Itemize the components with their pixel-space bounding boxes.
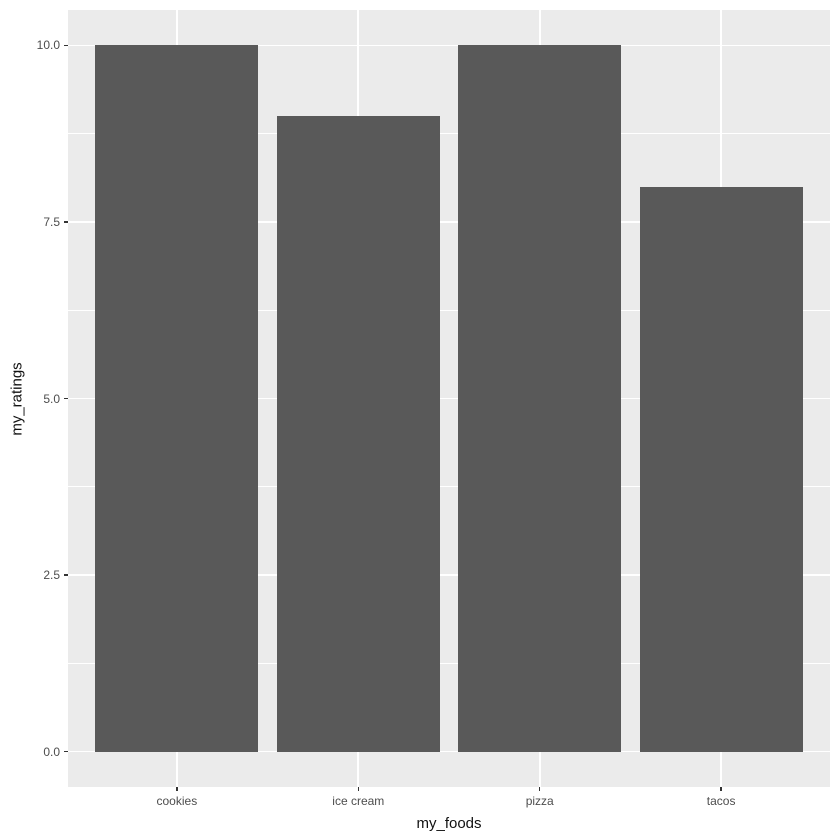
bar-ice-cream: [276, 115, 440, 752]
bar-cookies: [95, 45, 259, 752]
minor-gridline-y-3.75: [68, 486, 830, 488]
major-gridline-y-0: [68, 750, 830, 753]
y-tick-label-7.5: 7.5: [43, 214, 60, 229]
minor-gridline-y-1.25: [68, 662, 830, 664]
major-gridline-y-2.5: [68, 574, 830, 576]
y-tick-label-0: 0.0: [43, 744, 60, 759]
major-gridline-y-7.5: [68, 221, 830, 223]
y-tick-mark-0: [64, 750, 68, 753]
y-tick-mark-10: [64, 44, 68, 47]
major-gridline-y-10: [68, 44, 830, 47]
y-tick-mark-5: [64, 397, 68, 400]
x-tick-label-pizza: pizza: [525, 794, 554, 808]
x-tick-label-ice-cream: ice cream: [332, 794, 385, 808]
major-gridline-y-5: [68, 397, 830, 400]
minor-gridline-y-8.75: [68, 133, 830, 134]
x-axis-title: my_foods: [416, 815, 482, 832]
bar-pizza: [458, 45, 622, 752]
y-tick-label-5: 5.0: [43, 391, 60, 406]
plot-panel: [68, 10, 830, 787]
x-tick-mark-ice-cream: [357, 787, 360, 791]
y-axis-title: my_ratings: [8, 361, 26, 436]
x-tick-label-tacos: tacos: [706, 794, 736, 808]
minor-gridline-y-6.25: [68, 309, 830, 311]
y-tick-mark-7.5: [64, 221, 68, 223]
y-tick-mark-2.5: [64, 574, 68, 576]
x-tick-mark-tacos: [720, 787, 722, 791]
y-tick-label-2.5: 2.5: [43, 568, 60, 583]
y-tick-label-10: 10.0: [36, 38, 60, 53]
x-tick-mark-pizza: [538, 787, 541, 791]
x-tick-label-cookies: cookies: [156, 794, 198, 808]
x-tick-mark-cookies: [176, 787, 178, 791]
bar-tacos: [639, 186, 803, 752]
